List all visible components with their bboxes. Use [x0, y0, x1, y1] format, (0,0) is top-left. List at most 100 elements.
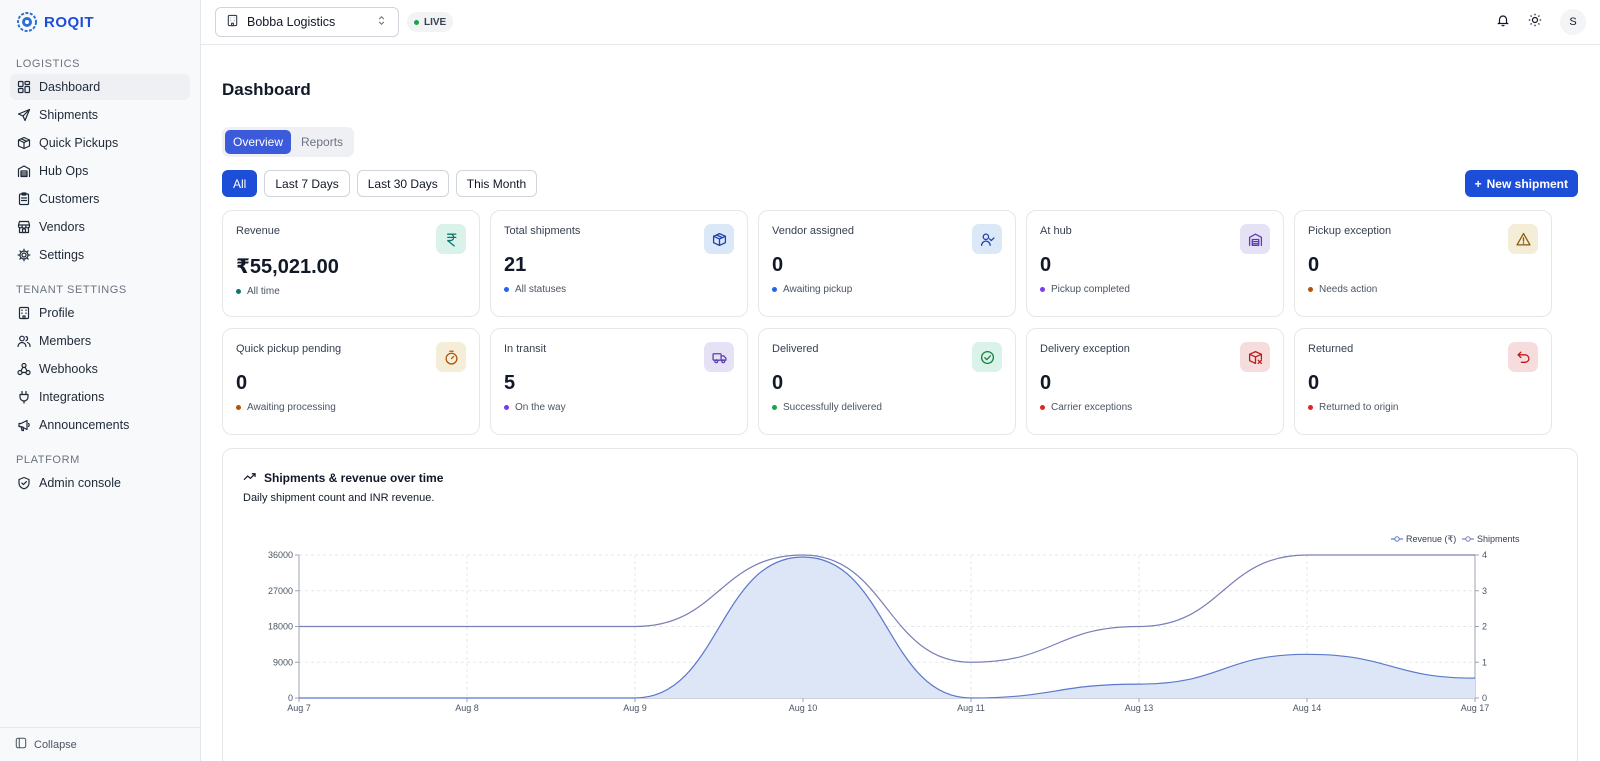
- stat-card-value: 0: [772, 254, 784, 276]
- collapse-button[interactable]: Collapse: [0, 727, 200, 761]
- avatar[interactable]: S: [1560, 9, 1586, 35]
- stat-card-label: Total shipments: [504, 225, 581, 237]
- plug-icon: [17, 390, 31, 404]
- brand[interactable]: ROQIT: [0, 0, 200, 44]
- y-left-tick-label: 27000: [268, 586, 293, 596]
- main-area: Bobba Logistics LIVE S Dashboard: [201, 0, 1600, 761]
- stat-card-subtitle-text: Pickup completed: [1051, 284, 1130, 295]
- sidebar-item-label: Profile: [39, 306, 75, 320]
- sidebar-item-label: Webhooks: [39, 362, 98, 376]
- stat-card-vendor-assigned: Vendor assigned 0 Awaiting pickup: [758, 210, 1016, 317]
- building-icon: [17, 306, 31, 320]
- sidebar-item-shipments[interactable]: Shipments: [10, 102, 190, 128]
- timer-icon: [436, 342, 466, 372]
- gear-icon: [17, 248, 31, 262]
- live-badge: LIVE: [407, 12, 454, 32]
- y-left-tick-label: 36000: [268, 550, 293, 560]
- status-dot-icon: [1040, 287, 1045, 292]
- shipments-line: [299, 554, 1475, 663]
- sidebar-nav: LOGISTICS Dashboard Shipments Quick Pickups…: [0, 58, 200, 496]
- status-dot-icon: [1308, 405, 1313, 410]
- tab-overview[interactable]: Overview: [225, 130, 292, 154]
- page-content: Dashboard Overview Reports All Last 7 Da…: [201, 80, 1600, 761]
- sidebar-item-dashboard[interactable]: Dashboard: [10, 74, 190, 100]
- plus-icon: +: [1474, 176, 1482, 191]
- users-icon: [17, 334, 31, 348]
- sidebar-item-members[interactable]: Members: [10, 328, 190, 354]
- filter-last-30-days[interactable]: Last 30 Days: [356, 170, 449, 197]
- stat-card-value: 0: [236, 372, 248, 394]
- package-icon: [704, 224, 734, 254]
- sidebar-section-title: LOGISTICS: [16, 58, 81, 70]
- tenant-select[interactable]: Bobba Logistics: [215, 7, 399, 37]
- bell-icon[interactable]: [1496, 13, 1510, 32]
- stat-card-subtitle: On the way: [504, 402, 734, 413]
- filters-row: All Last 7 Days Last 30 Days This Month …: [222, 170, 1578, 197]
- sidebar-item-label: Customers: [39, 192, 100, 206]
- filter-last-7-days[interactable]: Last 7 Days: [264, 170, 350, 197]
- revenue-line: [299, 556, 1476, 699]
- building-icon: [226, 14, 239, 30]
- sidebar-item-profile[interactable]: Profile: [10, 300, 190, 326]
- stat-card-value: 5: [504, 372, 516, 394]
- clipboard-icon: [17, 192, 31, 206]
- stat-card-subtitle-text: Carrier exceptions: [1051, 402, 1133, 413]
- warehouse-icon: [17, 164, 31, 178]
- box-icon: [17, 136, 31, 150]
- y-right-tick-label: 0: [1482, 693, 1487, 703]
- legend-marker-icon: [1394, 536, 1400, 542]
- sidebar: ROQIT LOGISTICS Dashboard Shipments Quick P…: [0, 0, 201, 761]
- y-right-tick-label: 3: [1482, 586, 1487, 596]
- stat-card-label: Quick pickup pending: [236, 343, 342, 355]
- warehouse-icon: [1240, 224, 1270, 254]
- sidebar-item-admin-console[interactable]: Admin console: [10, 470, 190, 496]
- chart-title: Shipments & revenue over time: [264, 471, 444, 485]
- tenant-name: Bobba Logistics: [247, 15, 336, 29]
- topbar-actions: S: [1496, 9, 1586, 35]
- sidebar-item-customers[interactable]: Customers: [10, 186, 190, 212]
- status-dot-icon: [236, 405, 241, 410]
- sidebar-item-label: Hub Ops: [39, 164, 89, 178]
- stat-card-subtitle-text: All statuses: [515, 284, 567, 295]
- stat-card-subtitle: Awaiting pickup: [772, 284, 1002, 295]
- new-shipment-button[interactable]: + New shipment: [1464, 170, 1578, 197]
- user-check-icon: [972, 224, 1002, 254]
- sidebar-item-label: Announcements: [39, 418, 130, 432]
- sidebar-item-label: Settings: [39, 248, 85, 262]
- stat-card-delivery-exception: Delivery exception 0 Carrier exceptions: [1026, 328, 1284, 435]
- y-left-tick-label: 18000: [268, 622, 293, 632]
- sidebar-item-vendors[interactable]: Vendors: [10, 214, 190, 240]
- x-tick-label: Aug 8: [455, 703, 479, 713]
- view-tabs: Overview Reports: [222, 127, 355, 157]
- sidebar-item-integrations[interactable]: Integrations: [10, 384, 190, 410]
- dashboard-icon: [17, 80, 31, 94]
- filter-all[interactable]: All: [222, 170, 258, 197]
- filter-this-month[interactable]: This Month: [455, 170, 538, 197]
- legend-label: Shipments: [1477, 534, 1520, 544]
- status-dot-icon: [504, 405, 509, 410]
- check-circle-icon: [972, 342, 1002, 372]
- page-title: Dashboard: [222, 80, 311, 99]
- status-dot-icon: [772, 405, 777, 410]
- status-dot-icon: [236, 289, 241, 294]
- tab-reports[interactable]: Reports: [301, 135, 344, 149]
- stat-card-subtitle: Returned to origin: [1308, 402, 1538, 413]
- sidebar-item-label: Vendors: [39, 220, 85, 234]
- sidebar-item-quick-pickups[interactable]: Quick Pickups: [10, 130, 190, 156]
- x-tick-label: Aug 13: [1125, 703, 1154, 713]
- stat-card-subtitle-text: Returned to origin: [1319, 402, 1399, 413]
- sidebar-item-settings[interactable]: Settings: [10, 242, 190, 268]
- sidebar-item-announcements[interactable]: Announcements: [10, 412, 190, 438]
- status-dot-icon: [1308, 287, 1313, 292]
- sidebar-item-webhooks[interactable]: Webhooks: [10, 356, 190, 382]
- stat-card-subtitle: All statuses: [504, 284, 734, 295]
- webhook-icon: [17, 362, 31, 376]
- new-shipment-label: New shipment: [1486, 176, 1568, 191]
- theme-toggle-sun-icon[interactable]: [1528, 13, 1542, 32]
- stat-card-label: Pickup exception: [1308, 225, 1392, 237]
- sidebar-item-hub-ops[interactable]: Hub Ops: [10, 158, 190, 184]
- stat-card-subtitle: Successfully delivered: [772, 402, 1002, 413]
- x-tick-label: Aug 9: [623, 703, 647, 713]
- x-tick-label: Aug 17: [1461, 703, 1490, 713]
- x-tick-label: Aug 14: [1293, 703, 1322, 713]
